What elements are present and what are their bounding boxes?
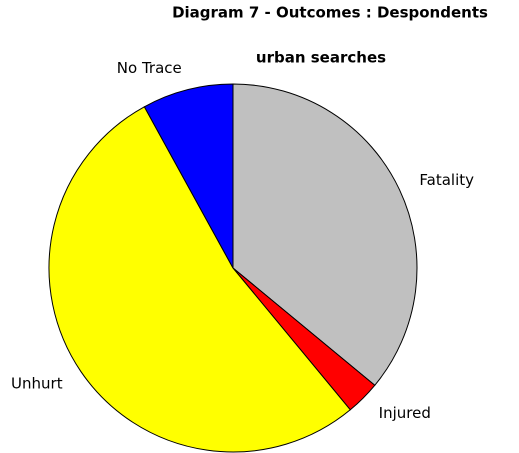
- pie-slice: [232, 83, 418, 386]
- pie-slice: [143, 83, 234, 269]
- slice-label: Unhurt: [11, 374, 63, 392]
- slice-label: Fatality: [419, 171, 474, 189]
- chart-subtitle: urban searches: [256, 49, 386, 67]
- slice-label: Injured: [379, 404, 431, 422]
- slice-label: No Trace: [117, 59, 182, 77]
- pie-slice: [48, 106, 351, 453]
- chart-title: Diagram 7 - Outcomes : Despondents: [172, 4, 488, 22]
